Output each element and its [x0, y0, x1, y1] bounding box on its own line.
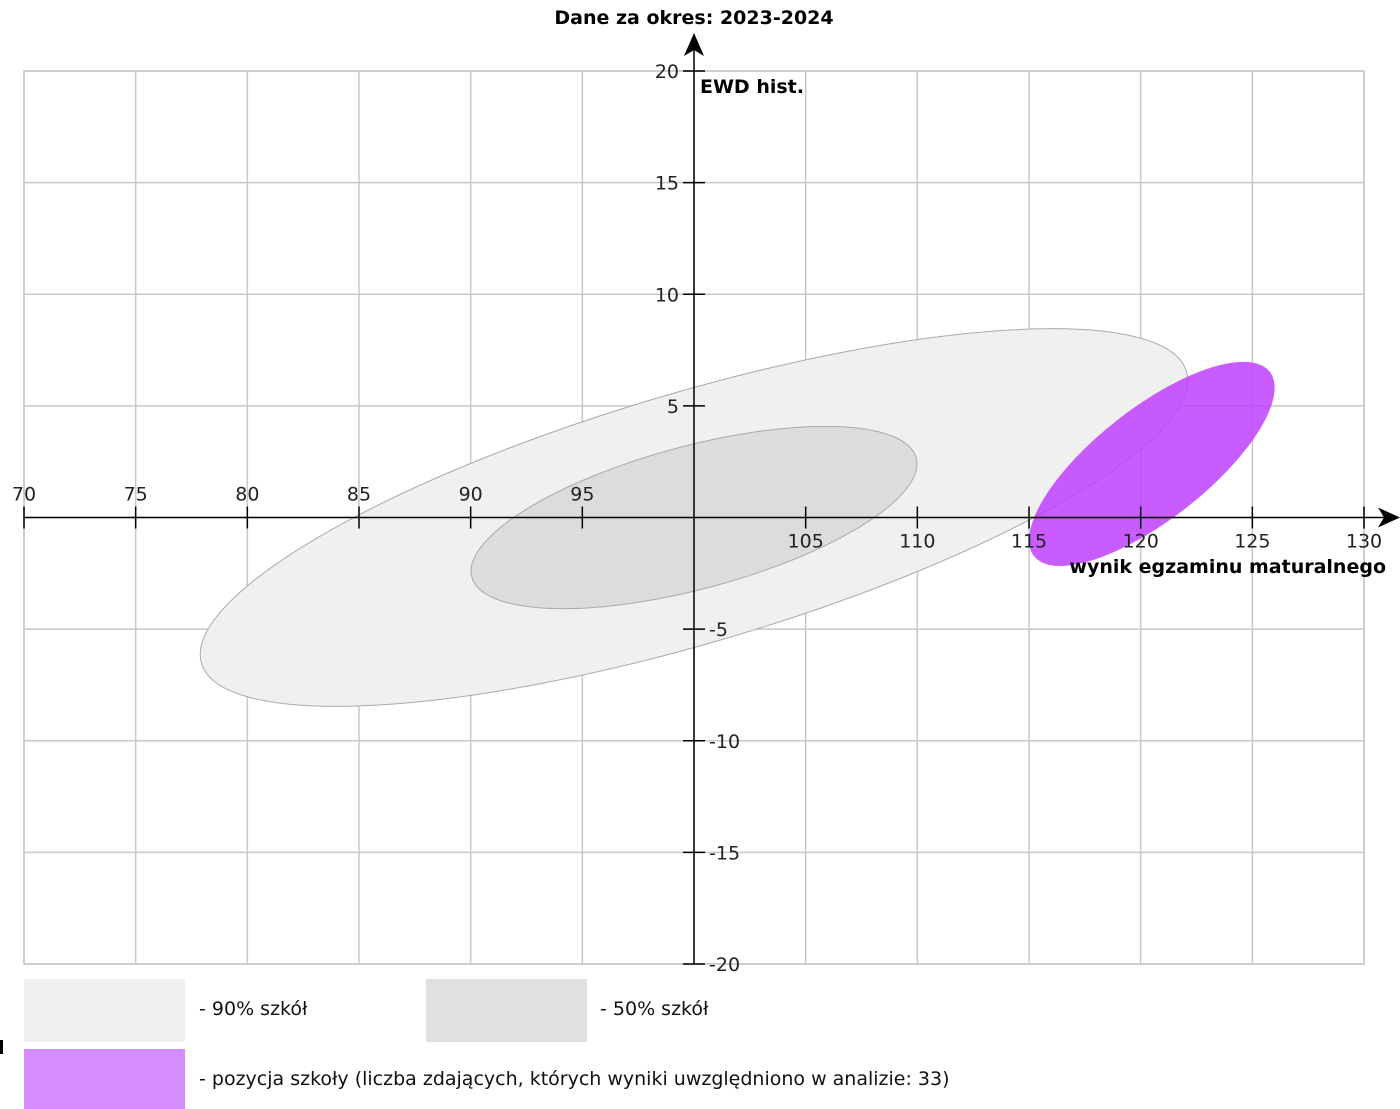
y-axis-title: EWD hist.: [700, 76, 804, 98]
x-tick-label: 120: [1123, 531, 1159, 553]
chart-title: Dane za okres: 2023-2024: [554, 7, 833, 29]
edge-mark: [0, 1040, 3, 1054]
y-tick-label: 15: [655, 173, 679, 195]
x-tick-label: 80: [235, 484, 259, 506]
x-axis-title: wynik egzaminu maturalnego: [1069, 556, 1386, 578]
x-tick-label: 110: [899, 531, 935, 553]
legend-swatch-90: [24, 979, 185, 1042]
x-tick-label: 130: [1346, 531, 1382, 553]
y-tick-label: -5: [709, 619, 728, 641]
y-axis-arrow-icon: [684, 33, 704, 56]
legend-label-school: - pozycja szkoły (liczba zdających, któr…: [199, 1068, 950, 1090]
x-tick-label: 115: [1011, 531, 1047, 553]
x-tick-label: 70: [12, 484, 36, 506]
x-tick-label: 85: [347, 484, 371, 506]
x-tick-label: 90: [459, 484, 483, 506]
x-tick-label: 105: [788, 531, 824, 553]
x-tick-label: 75: [124, 484, 148, 506]
axes: [24, 33, 1400, 964]
y-tick-label: -10: [709, 731, 740, 753]
region-school-position: [1029, 361, 1275, 567]
y-tick-label: 5: [667, 396, 679, 418]
legend-label-90: - 90% szkół: [199, 998, 308, 1020]
x-tick-label: 125: [1234, 531, 1270, 553]
legend-label-50: - 50% szkół: [600, 998, 709, 1020]
x-tick-label: 95: [570, 484, 594, 506]
y-tick-label: -20: [709, 954, 740, 975]
legend-swatch-50: [426, 979, 587, 1042]
y-tick-label: 20: [655, 61, 679, 83]
legend-swatch-school: [24, 1049, 185, 1109]
x-axis-arrow-icon: [1378, 507, 1400, 528]
y-tick-label: -15: [709, 842, 740, 864]
y-tick-label: 10: [655, 284, 679, 306]
